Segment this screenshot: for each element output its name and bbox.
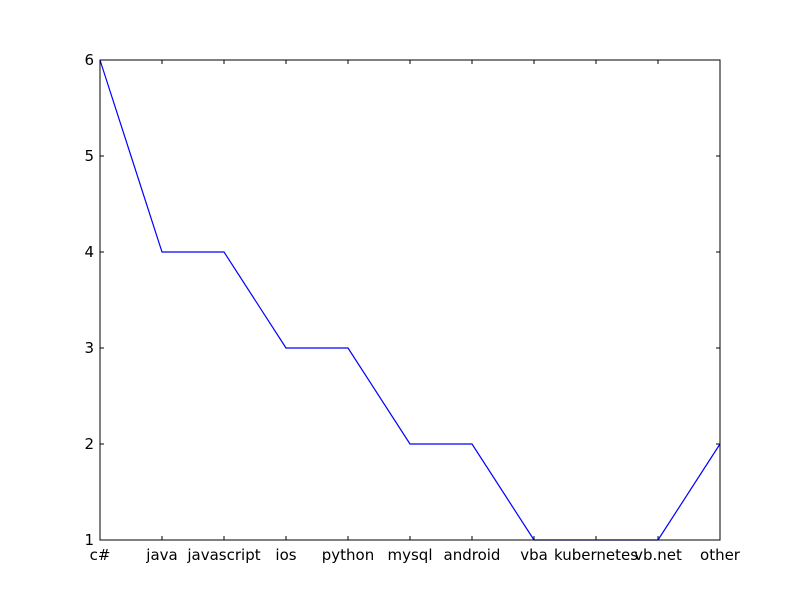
x-tick-label: c#: [90, 546, 111, 564]
y-tick-labels: 1 2 3 4 5 6: [84, 51, 94, 549]
x-tick-label: mysql: [388, 546, 433, 564]
y-tick-label: 6: [84, 51, 94, 69]
y-tick-label: 2: [84, 435, 94, 453]
x-tick-label: ios: [275, 546, 296, 564]
x-tick-label: vba: [520, 546, 548, 564]
series-line: [99, 59, 721, 541]
x-tick-label: vb.net: [634, 546, 682, 564]
plot-frame: [99, 59, 721, 541]
x-tick-label: android: [444, 546, 501, 564]
x-tick-label: kubernetes: [554, 546, 638, 564]
x-tick-label: java: [145, 546, 177, 564]
x-tick-label: javascript: [186, 546, 260, 564]
y-tick-label: 3: [84, 339, 94, 357]
y-tick-label: 5: [84, 147, 94, 165]
series-layer: [99, 59, 721, 541]
x-tick-labels: c# java javascript ios python mysql android vba…: [90, 546, 741, 564]
x-tick-label: other: [700, 546, 741, 564]
y-tick-label: 4: [84, 243, 94, 261]
y-tick-label: 1: [84, 531, 94, 549]
ticks-layer: [99, 59, 721, 541]
x-tick-label: python: [322, 546, 374, 564]
